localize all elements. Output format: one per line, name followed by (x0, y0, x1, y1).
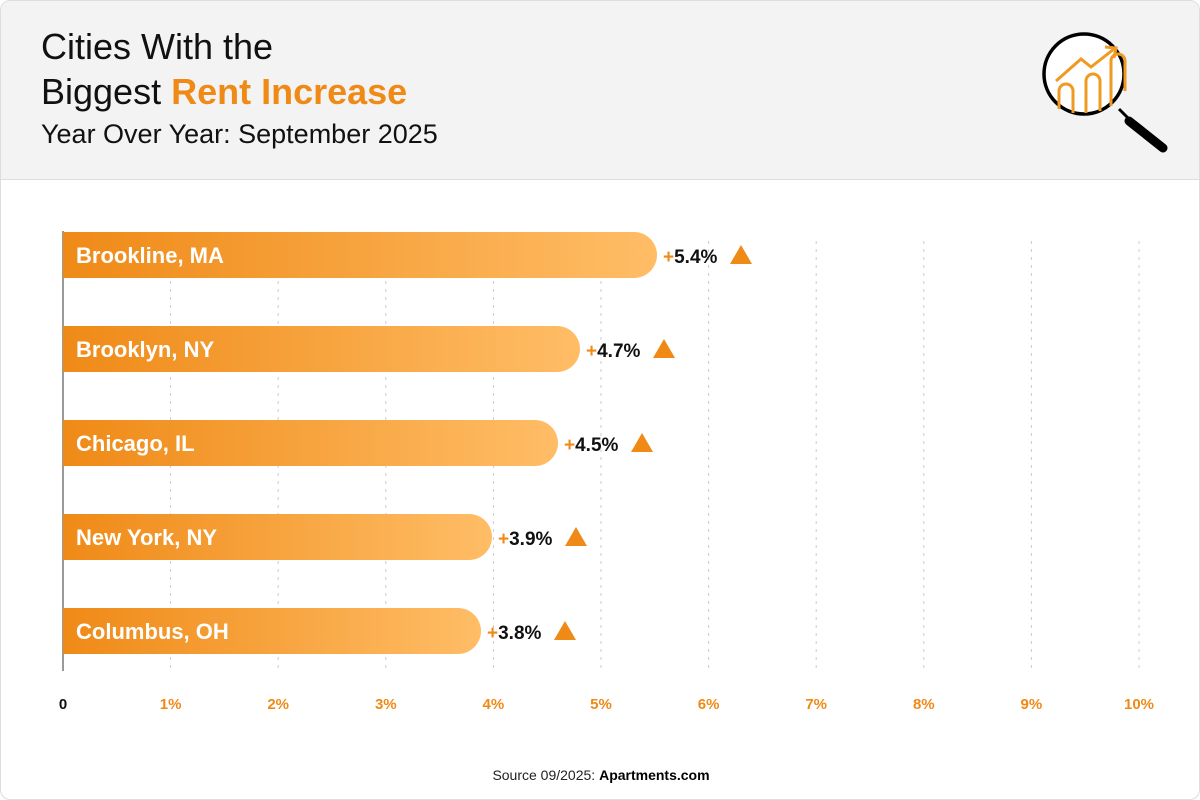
title-highlight: Rent Increase (171, 71, 408, 112)
up-triangle-icon (554, 621, 576, 640)
title-prefix: Biggest (41, 71, 172, 112)
bar-chart: 0 1% 2% 3% 4% 5% 6% 7% 8% 9% 10% Brookline, MA +5.4%… (59, 231, 1154, 713)
source-note: Source 09/2025: Apartments.com (1, 767, 1199, 783)
source-prefix: Source 09/2025: (492, 767, 600, 783)
data-label-value: 5.4% (674, 247, 717, 268)
bar-category-label: Columbus, OH (76, 619, 229, 644)
x-tick-label: 10% (1124, 696, 1154, 713)
data-label-prefix: + (564, 435, 575, 456)
subtitle: Year Over Year: September 2025 (41, 119, 438, 149)
data-label: +4.7% (586, 341, 641, 362)
bar-category-label: Brooklyn, NY (76, 337, 214, 362)
bar-category-label: New York, NY (76, 525, 217, 550)
title-line-1: Cities With the (41, 26, 274, 67)
x-tick-label: 1% (160, 696, 182, 713)
data-label: +4.5% (564, 435, 619, 456)
bar (63, 514, 492, 560)
x-tick-label: 3% (375, 696, 397, 713)
data-label-prefix: + (663, 247, 674, 268)
up-triangle-icon (730, 245, 752, 264)
data-label: +3.8% (487, 623, 542, 644)
x-tick-label: 4% (483, 696, 505, 713)
bar (63, 608, 481, 654)
magnifier-chart-icon (1042, 32, 1168, 153)
up-triangle-icon (653, 339, 675, 358)
data-label-value: 4.5% (575, 435, 618, 456)
data-label-prefix: + (487, 623, 498, 644)
x-tick-label: 0 (59, 696, 67, 713)
x-tick-label: 9% (1021, 696, 1043, 713)
source-name: Apartments.com (599, 767, 710, 783)
bar (63, 232, 657, 278)
x-tick-label: 6% (698, 696, 720, 713)
data-label: +3.9% (498, 529, 553, 550)
bar (63, 420, 558, 466)
x-tick-label: 5% (590, 696, 612, 713)
data-label-value: 4.7% (597, 341, 640, 362)
x-tick-label: 7% (805, 696, 827, 713)
up-triangle-icon (631, 433, 653, 452)
title-line-2: Biggest Rent Increase (41, 72, 407, 112)
bar (63, 326, 580, 372)
x-tick-label: 8% (913, 696, 935, 713)
up-triangle-icon (565, 527, 587, 546)
bar-category-label: Brookline, MA (76, 243, 224, 268)
data-label-prefix: + (586, 341, 597, 362)
header: Cities With the Biggest Rent Increase Ye… (1, 1, 1199, 180)
data-label-value: 3.9% (509, 529, 552, 550)
x-tick-label: 2% (267, 696, 289, 713)
bar-category-label: Chicago, IL (76, 431, 195, 456)
data-label-prefix: + (498, 529, 509, 550)
data-label: +5.4% (663, 247, 718, 268)
data-label-value: 3.8% (498, 623, 541, 644)
